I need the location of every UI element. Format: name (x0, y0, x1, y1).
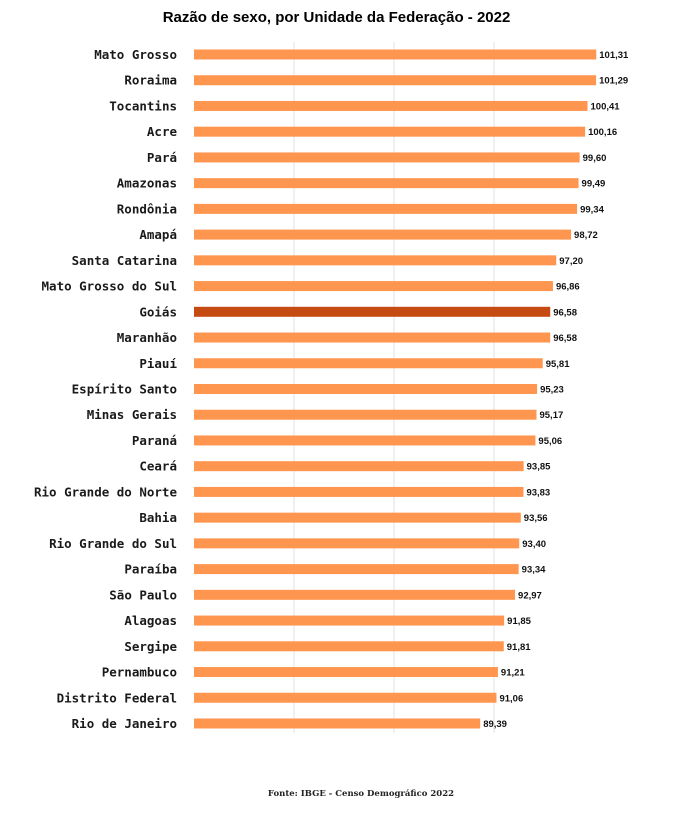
bar (194, 281, 553, 292)
value-label: 91,85 (507, 616, 531, 627)
category-label: Piauí (139, 356, 177, 371)
bar (194, 75, 597, 86)
category-label: Roraima (124, 73, 177, 88)
bar (194, 229, 572, 240)
category-label: Distrito Federal (57, 690, 177, 705)
bar (194, 255, 557, 266)
category-label: Rondônia (117, 201, 177, 216)
bar (194, 461, 524, 472)
bar (194, 203, 578, 214)
bar (194, 100, 588, 111)
category-label: Santa Catarina (72, 253, 177, 268)
value-label: 97,20 (559, 256, 583, 267)
value-label: 95,81 (546, 359, 570, 370)
value-label: 96,58 (553, 307, 577, 318)
value-label: 93,34 (522, 565, 546, 576)
bar (194, 409, 537, 420)
value-label: 95,23 (540, 384, 564, 395)
bar (194, 615, 505, 626)
category-label: Bahia (139, 510, 177, 525)
bar-layer (194, 49, 597, 729)
value-label: 99,60 (583, 153, 607, 164)
value-label: 93,85 (527, 462, 551, 473)
bar (194, 564, 519, 575)
chart-title: Razão de sexo, por Unidade da Federação … (162, 9, 511, 26)
bar (194, 152, 580, 163)
category-label: Amapá (139, 227, 177, 242)
bar (194, 512, 521, 523)
value-label: 101,31 (599, 50, 629, 61)
category-label: Rio Grande do Sul (49, 536, 177, 551)
value-label: 92,97 (518, 590, 542, 601)
bar (194, 589, 516, 600)
value-label: 93,40 (522, 539, 546, 550)
value-label: 95,17 (539, 410, 563, 421)
category-label: Goiás (139, 304, 177, 319)
source-note: Fonte: IBGE - Censo Demográfico 2022 (267, 789, 455, 799)
category-label: Rio Grande do Norte (34, 484, 177, 499)
value-label: 100,16 (588, 127, 617, 138)
category-label: Ceará (139, 459, 177, 474)
category-label: Alagoas (124, 613, 177, 628)
value-label: 101,29 (599, 76, 628, 87)
category-label: Pernambuco (102, 665, 177, 680)
bar (194, 306, 551, 317)
value-label: 99,49 (582, 179, 606, 190)
category-label: Paraná (132, 433, 177, 448)
value-label: 93,56 (524, 513, 548, 524)
bar (194, 692, 497, 703)
value-label: 91,21 (501, 668, 525, 679)
bar (194, 538, 520, 549)
value-label: 95,06 (538, 436, 562, 447)
bar (194, 435, 536, 446)
category-label: Tocantins (109, 98, 177, 113)
bar (194, 383, 538, 394)
value-label: 91,81 (507, 642, 531, 653)
value-label: 91,06 (499, 693, 523, 704)
bar (194, 641, 504, 652)
bar (194, 486, 524, 497)
bar (194, 49, 597, 60)
bar (194, 667, 498, 678)
category-label: Pará (147, 150, 177, 165)
category-label: Mato Grosso (94, 47, 177, 62)
bar (194, 358, 543, 369)
bar (194, 332, 551, 343)
category-label: Acre (147, 124, 178, 139)
value-label: 99,34 (580, 204, 604, 215)
category-label: Espírito Santo (72, 381, 177, 396)
value-label: 96,86 (556, 282, 580, 293)
category-label: São Paulo (109, 587, 177, 602)
bar (194, 718, 481, 729)
bar (194, 126, 586, 137)
category-label: Rio de Janeiro (72, 716, 177, 731)
value-label: 98,72 (574, 230, 598, 241)
category-label: Maranhão (117, 330, 177, 345)
category-label: Paraíba (124, 562, 177, 577)
bar (194, 178, 579, 189)
value-label: 96,58 (553, 333, 577, 344)
value-label: 100,41 (591, 101, 621, 112)
category-label: Mato Grosso do Sul (42, 279, 177, 294)
category-label: Amazonas (117, 176, 177, 191)
category-label: Sergipe (124, 639, 177, 654)
value-label: 93,83 (526, 487, 550, 498)
value-label: 89,39 (483, 719, 507, 730)
category-label: Minas Gerais (87, 407, 177, 422)
label-layer: Mato Grosso 101,31 Roraima 101,29 Tocantins 1… (34, 47, 629, 731)
